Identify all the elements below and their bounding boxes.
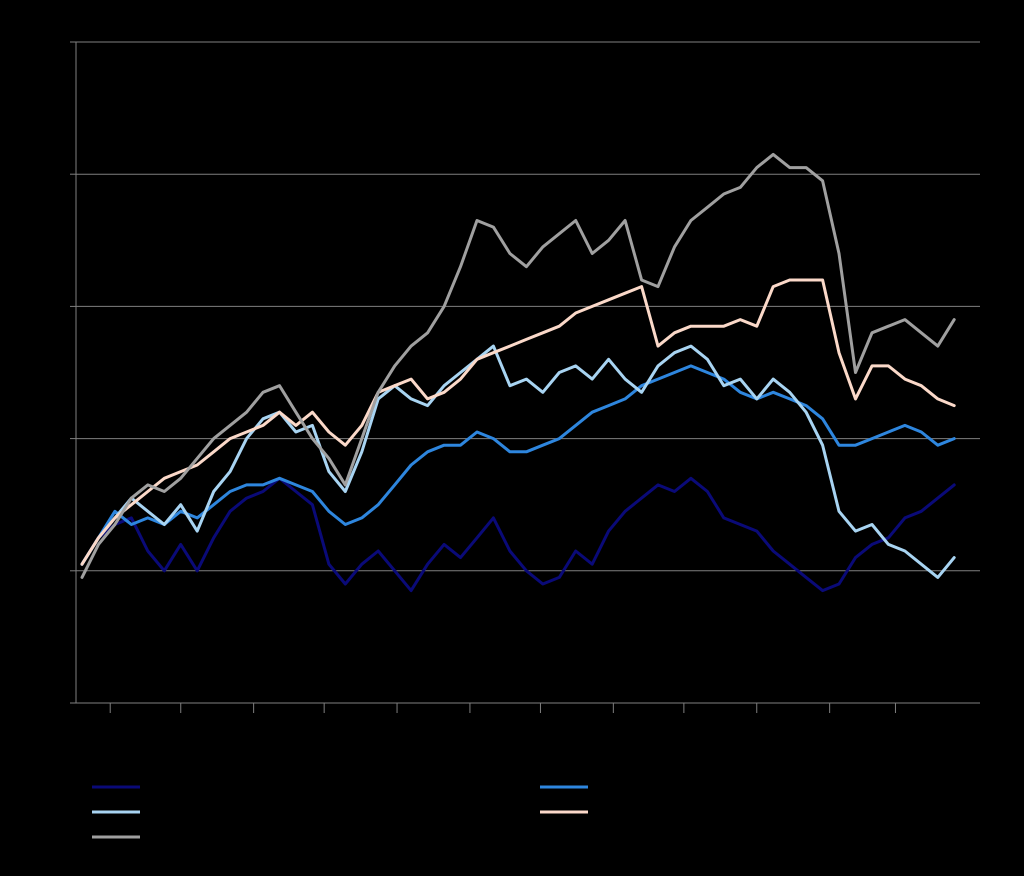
y-tick-label: 108 bbox=[38, 33, 66, 52]
series-line bbox=[80, 152, 956, 579]
legend-label: Inv. Grade, Europa bbox=[592, 777, 744, 797]
x-month-label: 1 bbox=[788, 717, 798, 737]
x-month-label: 8 bbox=[428, 717, 438, 737]
y-tick-label: 98 bbox=[47, 694, 66, 713]
legend-label: Inv. Grade, USA bbox=[144, 802, 274, 822]
x-year-label: 2017 bbox=[422, 749, 462, 769]
y-tick-label: 104 bbox=[38, 297, 66, 316]
axes bbox=[70, 41, 980, 713]
x-year-label: 2018 bbox=[831, 749, 871, 769]
x-month-label: 6 bbox=[284, 717, 294, 737]
legend-label: Tillväxtm. obl., USD bbox=[144, 827, 301, 847]
gridlines bbox=[76, 41, 980, 572]
x-month-label: 4 bbox=[140, 717, 150, 737]
x-month-label: 5 bbox=[212, 717, 222, 737]
y-axis-title: Index bbox=[22, 11, 59, 28]
x-month-label: 7 bbox=[356, 717, 366, 737]
x-month-label: 9 bbox=[500, 717, 510, 737]
series-line bbox=[80, 364, 956, 566]
series-lines bbox=[80, 152, 956, 593]
x-month-label: 10 bbox=[567, 717, 587, 737]
y-tick-label: 106 bbox=[38, 165, 66, 184]
x-month-label: 3 bbox=[927, 717, 937, 737]
series-line bbox=[80, 278, 956, 566]
y-tick-label: 100 bbox=[38, 562, 66, 581]
legend-label: Statsobl., Sverige bbox=[144, 777, 285, 797]
y-tick-label: 102 bbox=[38, 430, 66, 449]
series-line bbox=[80, 476, 956, 593]
x-month-label: 12 bbox=[710, 717, 730, 737]
legend: Statsobl., Sverige Inv. Grade, Europa Inv.… bbox=[92, 777, 744, 847]
x-month-label: 2 bbox=[858, 717, 868, 737]
legend-label: High yield, global bbox=[592, 802, 729, 822]
series-line bbox=[80, 344, 956, 579]
x-month-label: 11 bbox=[639, 717, 658, 737]
